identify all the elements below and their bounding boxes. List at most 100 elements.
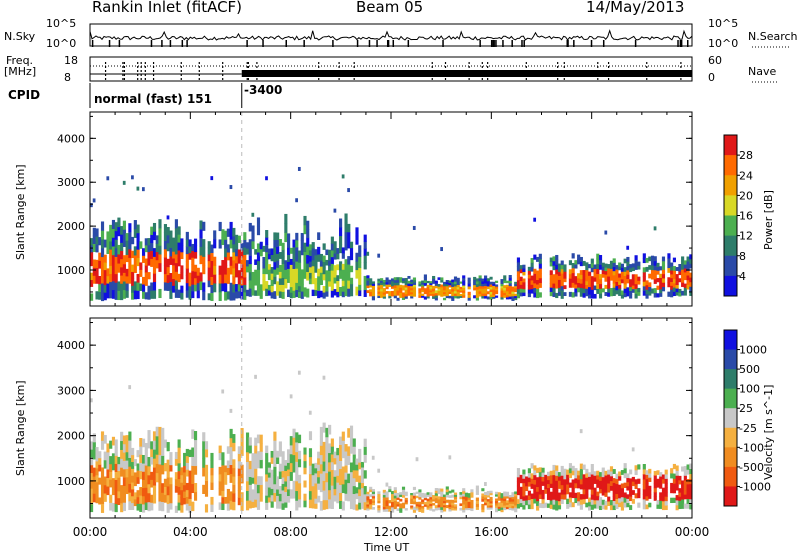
heatmap-cell	[429, 281, 433, 284]
heatmap-cell	[604, 270, 608, 275]
heatmap-cell	[410, 507, 414, 510]
heatmap-cell	[103, 269, 107, 278]
heatmap-cell	[393, 279, 397, 283]
heatmap-cell	[467, 280, 471, 284]
heatmap-cell	[557, 496, 562, 502]
heatmap-cell	[664, 505, 668, 511]
heatmap-cell	[235, 291, 239, 299]
heatmap-cell	[267, 284, 271, 291]
heatmap-cell	[475, 292, 479, 296]
heatmap-cell	[358, 495, 362, 503]
heatmap-cell	[577, 273, 581, 279]
heatmap-cell	[522, 268, 526, 272]
heatmap-cell	[256, 243, 261, 253]
heatmap-cell	[92, 484, 96, 494]
heatmap-cell	[579, 270, 583, 275]
heatmap-cell	[623, 284, 627, 289]
heatmap-cell	[120, 494, 124, 504]
heatmap-cell	[453, 293, 458, 296]
heatmap-cell	[631, 263, 635, 268]
heatmap-cell	[287, 254, 291, 262]
heatmap-cell	[631, 498, 635, 504]
heatmap-cell	[593, 491, 597, 497]
heatmap-cell	[377, 491, 381, 495]
heatmap-cell	[319, 473, 323, 483]
heatmap-cell	[303, 287, 307, 297]
heatmap-cell	[566, 479, 570, 485]
heatmap-cell	[541, 494, 545, 500]
heatmap-cell	[478, 280, 482, 284]
heatmap-cell	[475, 500, 479, 504]
heatmap-cell	[393, 282, 397, 286]
heatmap-cell	[659, 281, 663, 286]
heatmap-cell	[325, 270, 329, 276]
heatmap-cell	[114, 256, 118, 266]
heatmap-cell	[486, 291, 490, 295]
heatmap-cell	[481, 295, 485, 299]
heatmap-cell	[202, 484, 206, 494]
heatmap-cell	[574, 276, 578, 281]
heatmap-cell	[193, 277, 198, 285]
heatmap-cell	[426, 292, 430, 295]
heatmap-cell	[598, 278, 603, 285]
heatmap-cell	[486, 499, 490, 502]
heatmap-cell	[672, 291, 676, 297]
heatmap-cell	[670, 473, 674, 479]
heatmap-cell	[588, 505, 592, 511]
heatmap-cell	[281, 470, 285, 478]
heatmap-cell	[139, 495, 143, 504]
heatmap-cell	[177, 242, 181, 251]
colorbar-segment	[724, 235, 737, 257]
heatmap-cell	[122, 289, 126, 299]
heatmap-cell	[689, 290, 693, 296]
heatmap-cell	[650, 255, 655, 261]
heatmap-cell	[218, 466, 222, 475]
heatmap-cell	[574, 473, 578, 479]
heatmap-cell	[653, 226, 657, 231]
heatmap-cell	[391, 498, 395, 503]
heatmap-cell	[95, 488, 99, 497]
heatmap-cell	[432, 499, 436, 502]
heatmap-cell	[659, 476, 663, 481]
heatmap-cell	[396, 284, 400, 288]
x-tick-label: 04:00	[173, 525, 208, 539]
heatmap-cell	[131, 264, 135, 272]
heatmap-cell	[360, 498, 365, 504]
heatmap-cell	[297, 490, 302, 500]
heatmap-cell	[500, 290, 504, 293]
heatmap-cell	[615, 273, 619, 278]
heatmap-cell	[188, 252, 192, 260]
heatmap-cell	[538, 489, 542, 495]
heatmap-cell	[185, 253, 189, 262]
heatmap-cell	[273, 276, 277, 285]
colorbar-tick-label: 500	[739, 363, 760, 376]
heatmap-cell	[604, 274, 608, 279]
heatmap-cell	[185, 462, 189, 470]
heatmap-cell	[248, 484, 252, 493]
heatmap-cell	[163, 486, 168, 495]
heatmap-cell	[295, 254, 299, 262]
heatmap-cell	[273, 291, 277, 299]
heatmap-cell	[243, 269, 247, 278]
heatmap-cell	[371, 289, 375, 293]
heatmap-cell	[106, 290, 110, 299]
heatmap-cell	[141, 248, 146, 256]
heatmap-cell	[604, 483, 608, 489]
heatmap-cell	[437, 496, 441, 500]
heatmap-cell	[297, 434, 302, 444]
heatmap-cell	[456, 286, 460, 290]
heatmap-cell	[251, 240, 255, 250]
heatmap-cell	[538, 263, 542, 269]
heatmap-cell	[267, 290, 271, 296]
nsky-label: N.Sky	[4, 30, 36, 43]
heatmap-cell	[344, 222, 348, 233]
heatmap-cell	[380, 286, 384, 290]
heatmap-cell	[341, 263, 345, 270]
heatmap-cell	[358, 462, 362, 470]
heatmap-cell	[588, 264, 592, 269]
heatmap-cell	[235, 234, 239, 243]
heatmap-cell	[133, 459, 137, 467]
heatmap-cell	[352, 485, 356, 495]
heatmap-cell	[538, 282, 542, 288]
heatmap-cell	[579, 287, 583, 293]
